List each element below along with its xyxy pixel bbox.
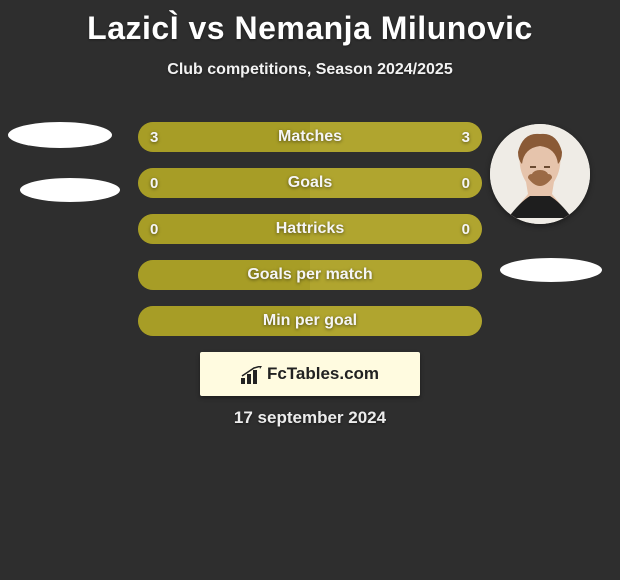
player-right-avatar (490, 124, 590, 224)
stat-label: Matches (138, 128, 482, 146)
comparison-card: LazicÌ vs Nemanja Milunovic Club competi… (0, 0, 620, 580)
date-label: 17 september 2024 (0, 408, 620, 428)
stat-value-right: 3 (462, 129, 470, 146)
stat-row: Goals per match (138, 260, 482, 290)
stat-value-right: 0 (462, 221, 470, 238)
stat-label: Hattricks (138, 220, 482, 238)
stat-label: Min per goal (138, 312, 482, 330)
player-left-avatar-fragment-2 (20, 178, 120, 202)
stat-row: Goals0 0 (138, 168, 482, 198)
stat-value-left: 3 (150, 129, 158, 146)
player-left-avatar-fragment-1 (8, 122, 112, 148)
page-title: LazicÌ vs Nemanja Milunovic (0, 0, 620, 47)
bars-icon (241, 366, 263, 384)
stat-value-right: 0 (462, 175, 470, 192)
stat-row: Matches3 3 (138, 122, 482, 152)
season-subtitle: Club competitions, Season 2024/2025 (0, 61, 620, 79)
player-right-club-badge-placeholder (500, 258, 602, 282)
stat-label: Goals (138, 174, 482, 192)
logo-text: FcTables.com (267, 364, 379, 384)
avatar-icon (490, 124, 590, 224)
comparison-bars: Matches33Goals00Hattricks00Goals per mat… (138, 122, 482, 352)
stat-row: Hattricks0 0 (138, 214, 482, 244)
stat-value-left: 0 (150, 221, 158, 238)
stat-row: Min per goal (138, 306, 482, 336)
fctables-logo[interactable]: FcTables.com (200, 352, 420, 396)
stat-label: Goals per match (138, 266, 482, 284)
stat-value-left: 0 (150, 175, 158, 192)
